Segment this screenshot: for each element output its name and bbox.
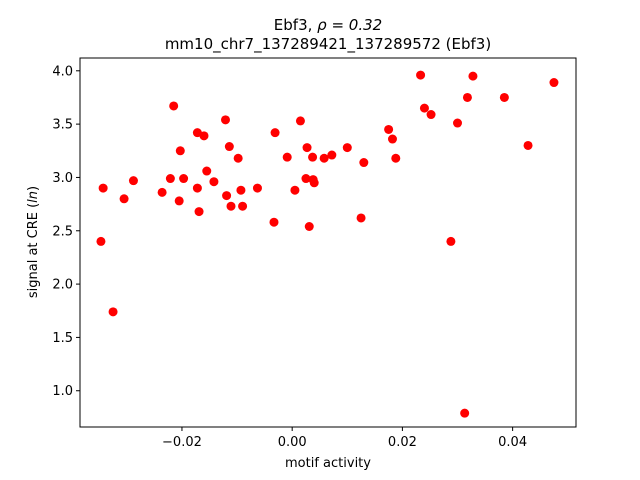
data-point: [108, 307, 118, 317]
chart-title-line2: mm10_chr7_137289421_137289572 (Ebf3): [165, 35, 491, 54]
data-point: [301, 174, 311, 184]
y-axis-label-suffix: ): [26, 186, 41, 191]
data-points: [96, 70, 559, 418]
data-point: [387, 134, 397, 144]
x-axis: −0.02 0.00 0.02 0.04: [162, 427, 527, 450]
data-point: [192, 183, 202, 193]
data-point: [359, 158, 369, 168]
data-point: [295, 116, 305, 126]
chart-title-rho: ρ = 0.32: [317, 16, 382, 34]
x-tick-label: −0.02: [162, 435, 202, 450]
data-point: [462, 92, 472, 102]
data-point: [199, 131, 209, 141]
y-axis: 1.0 1.5 2.0 2.5 3.0 3.5 4.0: [52, 64, 80, 399]
y-tick-label: 1.0: [52, 384, 73, 399]
data-point: [460, 408, 470, 418]
data-point: [549, 78, 559, 88]
data-point: [453, 118, 463, 128]
y-tick-label: 1.5: [52, 331, 73, 346]
data-point: [252, 183, 262, 193]
data-point: [226, 201, 236, 211]
data-point: [119, 194, 129, 204]
data-point: [327, 150, 337, 160]
y-tick-label: 3.0: [52, 171, 73, 186]
y-axis-label: signal at CRE (ln): [26, 186, 41, 298]
data-point: [319, 153, 329, 163]
data-point: [416, 70, 426, 80]
data-point: [209, 177, 219, 187]
data-point: [302, 143, 312, 153]
data-point: [426, 110, 436, 120]
data-point: [523, 140, 533, 150]
x-tick-label: 0.02: [388, 435, 417, 450]
data-point: [282, 152, 292, 162]
y-tick-label: 4.0: [52, 64, 73, 79]
y-tick-label: 3.5: [52, 118, 73, 133]
data-point: [222, 191, 232, 201]
data-point: [270, 128, 280, 138]
data-point: [309, 178, 319, 188]
y-axis-label-prefix: signal at CRE (: [26, 203, 41, 298]
data-point: [308, 152, 318, 162]
data-point: [468, 71, 478, 81]
y-tick-label: 2.5: [52, 224, 73, 239]
chart-title-line1: Ebf3, ρ = 0.32: [274, 16, 382, 34]
data-point: [304, 222, 314, 232]
data-point: [356, 213, 366, 223]
data-point: [342, 143, 352, 153]
data-point: [175, 146, 185, 156]
data-point: [220, 115, 230, 125]
data-point: [174, 196, 184, 206]
data-point: [128, 176, 138, 186]
data-point: [165, 174, 175, 184]
data-point: [499, 92, 509, 102]
data-point: [384, 124, 394, 134]
data-point: [238, 201, 248, 211]
data-point: [157, 187, 167, 197]
x-axis-label: motif activity: [285, 456, 371, 471]
data-point: [179, 174, 189, 184]
data-point: [446, 236, 456, 246]
data-point: [169, 101, 179, 111]
data-point: [96, 236, 106, 246]
plot-area-frame: [79, 57, 577, 428]
data-point: [202, 166, 212, 176]
data-point: [419, 103, 429, 113]
y-axis-label-italic: ln: [26, 191, 41, 203]
x-tick-label: 0.04: [498, 435, 527, 450]
chart-title-name: Ebf3,: [274, 16, 317, 34]
data-point: [98, 183, 108, 193]
data-point: [290, 185, 300, 195]
data-point: [233, 153, 243, 163]
data-point: [224, 142, 234, 152]
data-point: [269, 217, 279, 227]
data-point: [391, 153, 401, 163]
x-tick-label: 0.00: [278, 435, 307, 450]
data-point: [194, 207, 204, 217]
y-tick-label: 2.0: [52, 278, 73, 293]
data-point: [236, 185, 246, 195]
